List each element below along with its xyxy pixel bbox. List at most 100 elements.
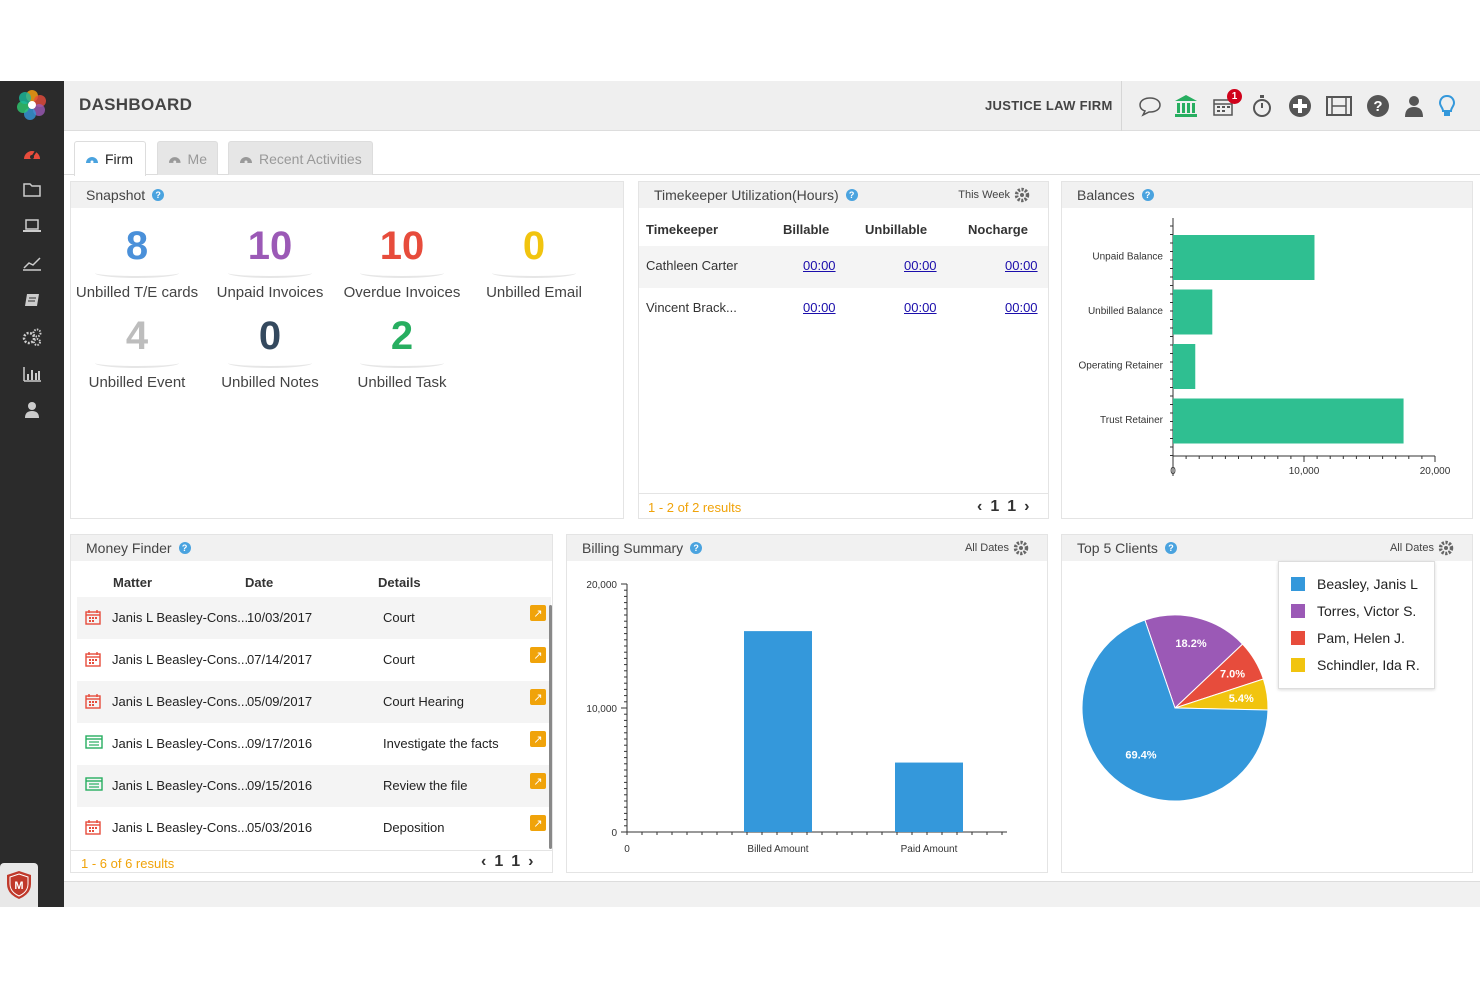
snapshot-item[interactable]: 0 Unbilled Notes — [204, 314, 336, 391]
matter-cell[interactable]: Janis L Beasley-Cons... — [112, 610, 249, 625]
matter-cell[interactable]: Janis L Beasley-Cons... — [112, 820, 249, 835]
snapshot-count: 0 — [258, 314, 282, 358]
snapshot-item[interactable]: 10 Unpaid Invoices — [204, 224, 336, 301]
snapshot-arc — [360, 358, 444, 368]
bar[interactable] — [1173, 344, 1196, 389]
pie-slice[interactable] — [1081, 619, 1269, 802]
column-header: Date — [245, 575, 274, 590]
page-number[interactable]: 1 — [1007, 498, 1017, 515]
nocharge-link[interactable]: 00:00 — [1005, 258, 1038, 273]
tab-recent-activities[interactable]: Recent Activities — [228, 141, 373, 175]
open-link-icon[interactable]: ↗ — [530, 647, 546, 663]
user-icon[interactable] — [1401, 93, 1427, 119]
laptop-icon[interactable] — [20, 214, 44, 238]
tab-firm[interactable]: Firm — [74, 141, 146, 176]
mcafee-shield-icon[interactable]: M — [0, 863, 38, 907]
matter-cell[interactable]: Janis L Beasley-Cons... — [112, 652, 249, 667]
table-row[interactable]: Janis L Beasley-Cons... 10/03/2017 Court ↗ — [77, 597, 551, 639]
legend-item[interactable]: Beasley, Janis L — [1291, 576, 1418, 592]
page-number[interactable]: 1 — [511, 853, 521, 870]
open-link-icon[interactable]: ↗ — [530, 815, 546, 831]
help-icon[interactable]: ? — [152, 189, 165, 201]
chevron-left-icon[interactable]: ‹ — [481, 853, 487, 870]
chevron-left-icon[interactable]: ‹ — [977, 498, 983, 515]
snapshot-label: Unbilled T/E cards — [75, 284, 199, 301]
tab-me[interactable]: Me — [157, 141, 218, 175]
help-icon[interactable]: ? — [1365, 93, 1391, 119]
tab-label: Recent Activities — [259, 150, 362, 167]
calendar-icon — [85, 693, 101, 712]
chevron-right-icon[interactable]: › — [528, 853, 534, 870]
column-header: Timekeeper — [646, 222, 719, 237]
chat-icon[interactable] — [1137, 93, 1163, 119]
matter-cell[interactable]: Janis L Beasley-Cons... — [112, 736, 249, 751]
chevron-right-icon[interactable]: › — [1024, 498, 1030, 515]
gear-icon[interactable] — [1013, 540, 1029, 556]
bank-icon[interactable] — [1173, 93, 1199, 119]
help-icon[interactable]: ? — [690, 542, 703, 554]
legend-label: Torres, Victor S. — [1317, 603, 1417, 619]
legend-item[interactable]: Torres, Victor S. — [1291, 603, 1416, 619]
book-icon[interactable] — [20, 288, 44, 312]
lightbulb-icon[interactable] — [1434, 93, 1460, 119]
user-icon[interactable] — [20, 398, 44, 422]
add-icon[interactable] — [1287, 93, 1313, 119]
film-icon[interactable] — [1326, 93, 1352, 119]
table-row[interactable]: Janis L Beasley-Cons... 05/03/2016 Deposit… — [77, 807, 551, 849]
svg-text:M: M — [14, 880, 23, 892]
folder-icon[interactable] — [20, 177, 44, 201]
chart-line-icon[interactable] — [20, 251, 44, 275]
help-icon[interactable]: ? — [178, 542, 191, 554]
slice-label: 18.2% — [1175, 638, 1206, 650]
balances-panel: Balances ? Unpaid Balance Unbilled Balanc… — [1061, 181, 1473, 519]
bar-chart-icon[interactable] — [20, 362, 44, 386]
snapshot-item[interactable]: 4 Unbilled Event — [71, 314, 203, 391]
billable-link[interactable]: 00:00 — [803, 300, 836, 315]
table-row[interactable]: Janis L Beasley-Cons... 05/09/2017 Court H… — [77, 681, 551, 723]
app-logo[interactable] — [14, 87, 50, 123]
stopwatch-icon[interactable] — [1249, 93, 1275, 119]
help-icon[interactable]: ? — [845, 189, 858, 201]
bar[interactable] — [1173, 398, 1404, 444]
legend-item[interactable]: Pam, Helen J. — [1291, 630, 1405, 646]
table-row[interactable]: Janis L Beasley-Cons... 07/14/2017 Court ↗ — [77, 639, 551, 681]
legend-item[interactable]: Schindler, Ida R. — [1291, 657, 1420, 673]
bar[interactable] — [895, 762, 963, 832]
period-selector[interactable]: This Week — [958, 187, 1030, 203]
page-number[interactable]: 1 — [494, 853, 504, 870]
gear-icon[interactable] — [1014, 187, 1030, 203]
period-selector[interactable]: All Dates — [965, 540, 1029, 556]
snapshot-count: 10 — [379, 224, 425, 268]
bar[interactable] — [1173, 235, 1315, 280]
table-row[interactable]: Janis L Beasley-Cons... 09/17/2016 Investi… — [77, 723, 551, 765]
nocharge-link[interactable]: 00:00 — [1005, 300, 1038, 315]
page-number[interactable]: 1 — [990, 498, 1000, 515]
gear-icon[interactable] — [1438, 540, 1454, 556]
help-icon[interactable]: ? — [1141, 189, 1154, 201]
matter-cell[interactable]: Janis L Beasley-Cons... — [112, 778, 249, 793]
help-icon[interactable]: ? — [1164, 542, 1177, 554]
matter-cell[interactable]: Janis L Beasley-Cons... — [112, 694, 249, 709]
snapshot-item[interactable]: 8 Unbilled T/E cards — [71, 224, 203, 301]
scrollbar[interactable] — [549, 605, 552, 849]
snapshot-item[interactable]: 2 Unbilled Task — [336, 314, 468, 391]
open-link-icon[interactable]: ↗ — [530, 689, 546, 705]
open-link-icon[interactable]: ↗ — [530, 773, 546, 789]
period-selector[interactable]: All Dates — [1390, 540, 1454, 556]
snapshot-item[interactable]: 10 Overdue Invoices — [336, 224, 468, 301]
table-row[interactable]: Janis L Beasley-Cons... 09/15/2016 Review … — [77, 765, 551, 807]
results-count: 1 - 2 of 2 results — [648, 500, 742, 515]
dashboard-icon[interactable] — [20, 141, 44, 165]
billable-link[interactable]: 00:00 — [803, 258, 836, 273]
bar[interactable] — [744, 631, 812, 832]
open-link-icon[interactable]: ↗ — [530, 605, 546, 621]
unbillable-link[interactable]: 00:00 — [904, 300, 937, 315]
unbillable-link[interactable]: 00:00 — [904, 258, 937, 273]
gears-icon[interactable] — [20, 325, 44, 349]
snapshot-label: Unpaid Invoices — [216, 284, 324, 301]
snapshot-item[interactable]: 0 Unbilled Email — [468, 224, 600, 301]
bar[interactable] — [1173, 289, 1213, 335]
calendar-icon[interactable]: 1 — [1210, 89, 1242, 119]
open-link-icon[interactable]: ↗ — [530, 731, 546, 747]
pie-slice[interactable] — [1144, 614, 1244, 709]
